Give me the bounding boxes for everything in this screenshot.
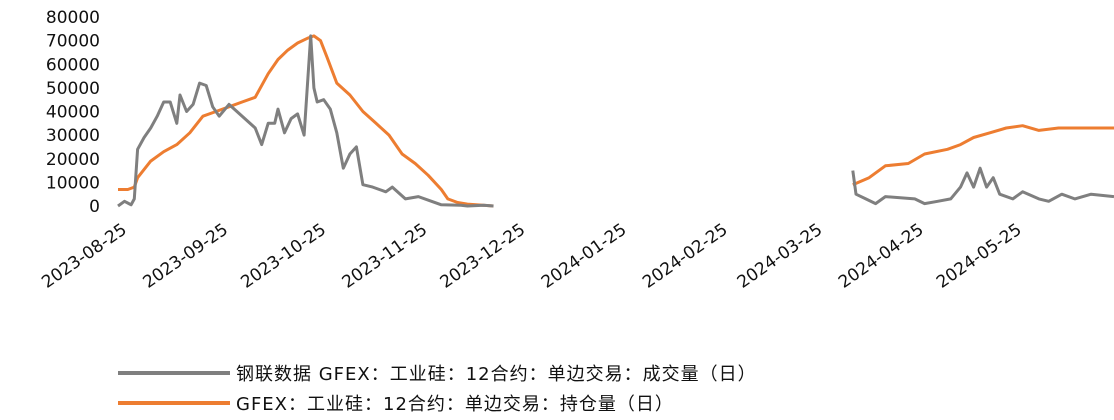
y-tick-label: 70000 (46, 32, 100, 52)
x-tick-label: 2023-10-25 (237, 220, 329, 293)
y-tick-label: 30000 (46, 126, 100, 146)
y-tick-label: 20000 (46, 150, 100, 170)
y-tick-label: 0 (89, 197, 100, 217)
x-tick-label: 2023-11-25 (339, 220, 431, 293)
legend-label-volume: 钢联数据 GFEX：工业硅：12合约：单边交易：成交量（日） (236, 364, 757, 385)
x-tick-label: 2023-08-25 (38, 220, 130, 293)
legend-swatch-volume (118, 371, 230, 375)
series-line-open-interest (852, 124, 1114, 187)
y-tick-label: 60000 (46, 55, 100, 75)
x-tick-label: 2023-12-25 (437, 220, 529, 293)
plot-area (117, 34, 1114, 208)
x-tick-label: 2024-03-25 (734, 220, 826, 293)
legend: 钢联数据 GFEX：工业硅：12合约：单边交易：成交量（日） GFEX：工业硅：… (118, 358, 757, 418)
legend-label-open-interest: GFEX：工业硅：12合约：单边交易：持仓量（日） (236, 394, 674, 415)
y-axis: 0 10000 20000 30000 40000 50000 60000 70000 8000… (46, 8, 100, 217)
x-tick-label: 2024-05-25 (933, 220, 1025, 293)
x-tick-label: 2024-02-25 (639, 220, 731, 293)
x-tick-label: 2024-01-25 (538, 220, 630, 293)
series-line-volume (117, 34, 494, 208)
x-tick-label: 2024-04-25 (835, 220, 927, 293)
y-tick-label: 80000 (46, 8, 100, 28)
y-tick-label: 40000 (46, 103, 100, 123)
y-tick-label: 50000 (46, 79, 100, 99)
series-line-open-interest (118, 34, 494, 208)
legend-item-open-interest: GFEX：工业硅：12合约：单边交易：持仓量（日） (118, 388, 757, 418)
x-tick-label: 2023-09-25 (139, 220, 231, 293)
legend-swatch-open-interest (118, 401, 230, 405)
y-tick-label: 10000 (46, 173, 100, 193)
x-axis: 2023-08-25 2023-09-25 2023-10-25 2023-11-25… (38, 220, 1025, 293)
legend-item-volume: 钢联数据 GFEX：工业硅：12合约：单边交易：成交量（日） (118, 358, 757, 388)
series-line-volume (851, 166, 1114, 206)
chart-canvas: 0 10000 20000 30000 40000 50000 60000 70000 8000… (38, 8, 1114, 293)
